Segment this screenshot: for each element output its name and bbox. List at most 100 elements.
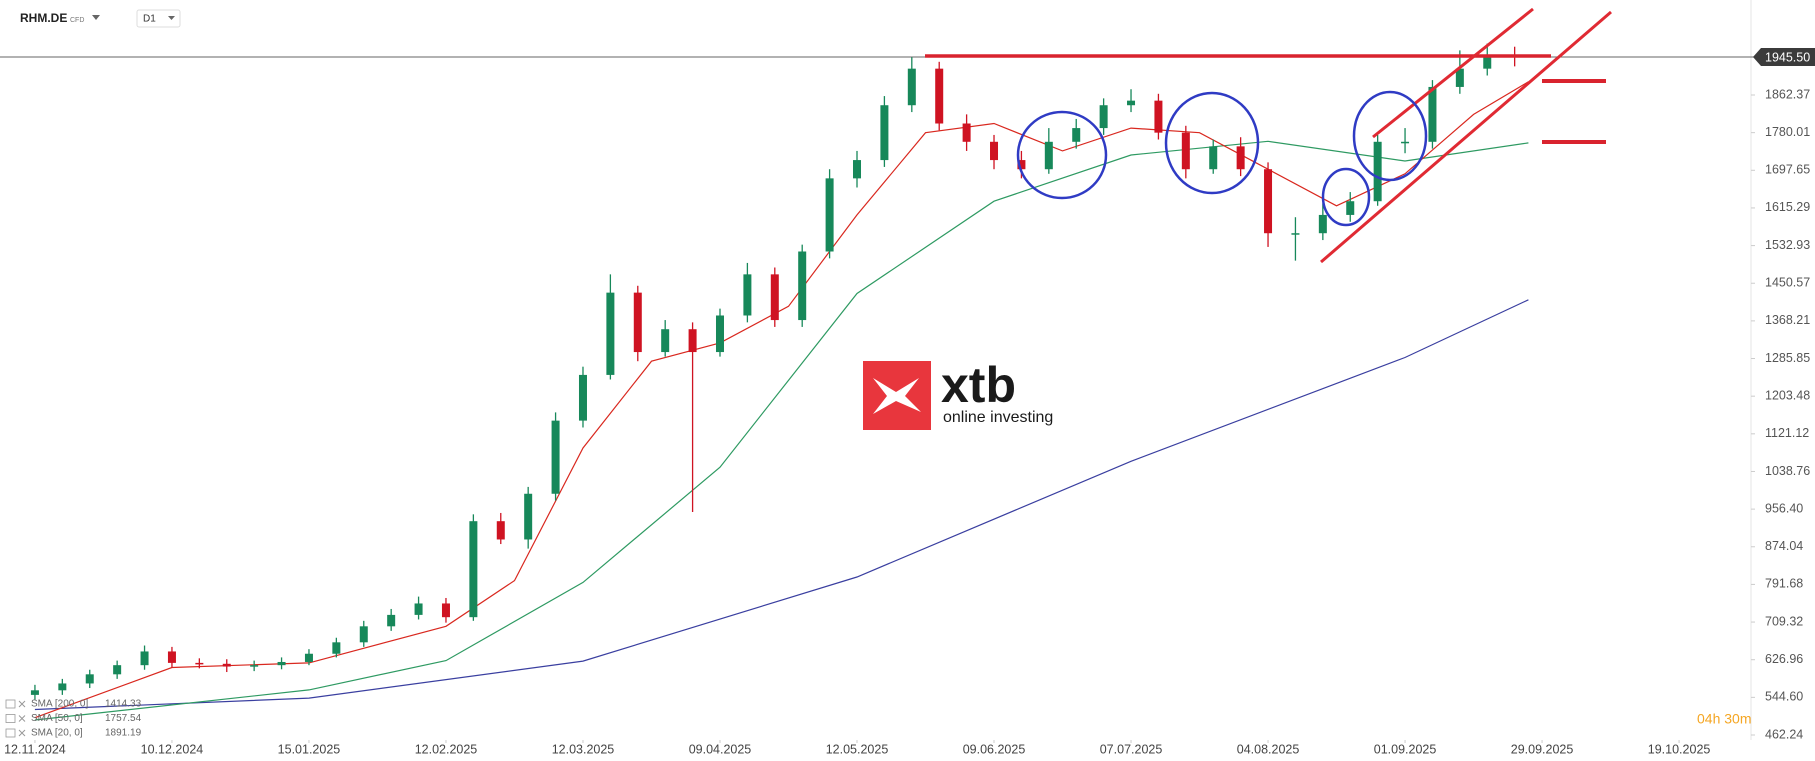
y-tick-label: 544.60 [1765,690,1803,704]
candle-body [30,690,39,695]
candle-body [1209,146,1218,170]
x-tick-label: 19.10.2025 [1648,742,1711,756]
y-tick-label: 1862.37 [1765,87,1810,101]
y-tick-label: 791.68 [1765,577,1803,591]
candle-body [907,68,916,106]
x-tick-label: 07.07.2025 [1100,742,1163,756]
x-tick-label: 10.12.2024 [141,742,204,756]
candle-body [1346,201,1355,215]
x-tick-label: 04.08.2025 [1237,742,1300,756]
candle-body [578,374,587,421]
x-tick-label: 15.01.2025 [278,742,341,756]
last-price-box [1753,48,1815,67]
y-tick-label: 709.32 [1765,614,1803,628]
legend-close [18,700,26,708]
y-tick-label: 1038.76 [1765,464,1810,478]
candle-body [1455,68,1464,87]
symbol-dropdown[interactable] [92,15,100,20]
candle-body [85,674,94,684]
x-tick-label: 12.05.2025 [826,742,889,756]
candle-body [1017,160,1026,170]
timeframe-dropdown[interactable] [168,16,175,20]
x-tick-label: 12.02.2025 [415,742,478,756]
y-tick-label: 1368.21 [1765,313,1810,327]
candle-body [1483,54,1492,69]
y-tick-label: 1697.65 [1765,163,1810,177]
sma-line [34,140,1529,721]
candle-body [496,521,505,540]
candle-body [661,329,670,353]
y-tick-label: 1203.48 [1765,388,1810,402]
candle-body [853,160,862,179]
x-tick-label: 09.06.2025 [963,742,1026,756]
symbol[interactable]: RHM.DE [20,11,67,25]
x-tick-label: 09.04.2025 [689,742,752,756]
candle-body [990,141,999,161]
candle-body [1236,146,1245,170]
candle-body [1044,141,1053,170]
candle-body [167,651,176,663]
candle-body [1099,105,1108,129]
candle-body [798,251,807,321]
y-tick-label: 1532.93 [1765,238,1810,252]
y-tick-label: 626.96 [1765,652,1803,666]
y-tick-label: 1615.29 [1765,200,1810,214]
channel-line [1372,7,1534,139]
candle-body [1264,169,1273,234]
candle-body [825,178,834,252]
candle-body [332,642,341,654]
y-tick-label: 1285.85 [1765,351,1810,365]
candle-body [606,292,615,375]
last-price-label: 1945.50 [1765,50,1810,64]
candle-body [113,665,122,675]
candle-body [1428,86,1437,142]
candle-body [743,274,752,316]
highlight-circle [1321,167,1371,227]
candle-body [359,626,368,643]
candle-body [1318,214,1327,234]
indicator-lines [34,81,1529,721]
candle-timer: 04h 30m [1697,711,1751,727]
legend-name: SMA [50, 0] [31,713,83,724]
y-tick-label: 956.40 [1765,501,1803,515]
drawings [925,7,1612,264]
y-tick-label: 874.04 [1765,539,1803,553]
candle-body [688,329,697,353]
legend-icon [5,714,16,723]
candle-body [770,274,779,321]
y-tick-label: 1121.12 [1765,426,1809,440]
logo-text: xtb [941,357,1016,413]
candles [30,43,1519,700]
legend-name: SMA [20, 0] [31,728,83,739]
candle-body [935,68,944,124]
y-tick-label: 1780.01 [1765,125,1810,139]
timeframe-box[interactable] [136,9,181,28]
legend-name: SMA [200, 0] [31,699,88,710]
channel-line [1320,10,1612,264]
legend-value: 1414.33 [105,699,142,710]
candle-body [962,123,971,142]
logo-subtext: online investing [943,409,1053,426]
candle-body [1127,100,1136,106]
legend-close [18,715,26,722]
sma-line [34,81,1529,719]
candle-body [551,420,560,494]
x-tick-label: 01.09.2025 [1374,742,1437,756]
overlay: 1945.50 SMA [200, 0] 1414.33 SMA [50, 0] 175… [5,48,1815,739]
logo-glyph [873,378,921,414]
candle-body [633,292,642,353]
y-tick-label: 462.24 [1765,727,1803,741]
x-tick-label: 12.11.2024 [4,742,66,756]
candle-body [1291,233,1300,235]
candle-body [250,665,259,667]
candle-body [1154,100,1163,133]
candle-body [387,614,396,627]
candle-body [304,653,313,662]
candle-body [414,603,423,615]
x-tick-label: 12.03.2025 [552,742,615,756]
x-tick-label: 29.09.2025 [1511,742,1574,756]
candle-body [222,663,231,667]
candle-body [1401,141,1410,144]
timeframe[interactable]: D1 [143,14,156,25]
